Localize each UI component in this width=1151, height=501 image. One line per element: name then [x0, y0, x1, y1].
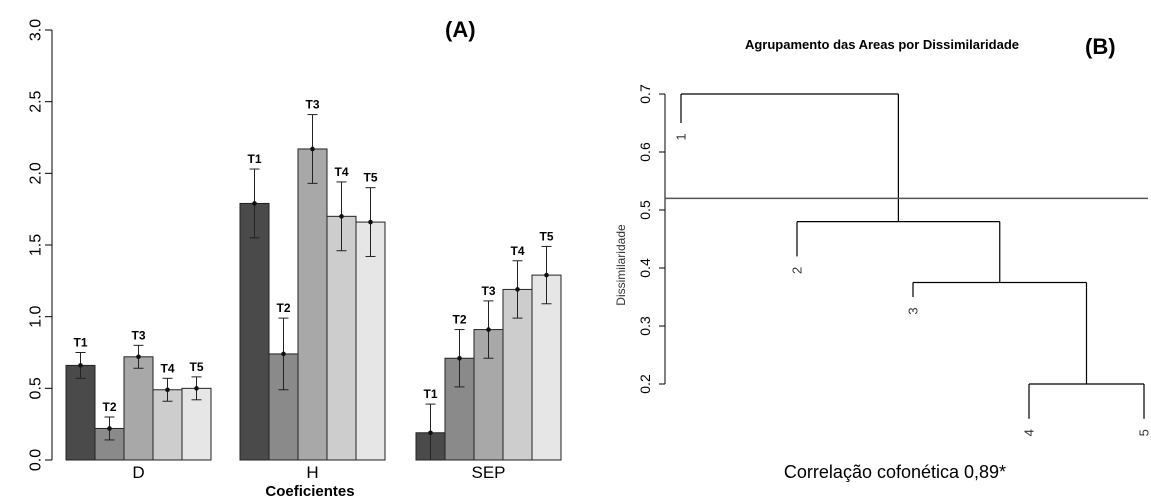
leaf-label: 4	[1022, 429, 1037, 436]
y-axis-label: Dissimilaridade	[614, 224, 628, 306]
dendrogram-title: Agrupamento das Areas por Dissimilaridad…	[745, 37, 1019, 52]
y-tick-label: 2.0	[28, 162, 45, 184]
mean-point	[368, 219, 373, 225]
bar	[531, 274, 562, 461]
category-label: SEP	[471, 463, 505, 482]
bar-label: T3	[305, 98, 319, 112]
y-tick-label: 3.0	[28, 19, 45, 41]
bar-label: T1	[73, 336, 87, 350]
bar	[65, 364, 96, 461]
panel-label-b: (B)	[1085, 34, 1116, 59]
bar	[123, 356, 154, 461]
y-tick-label: 0.7	[637, 84, 653, 104]
bar-label: T5	[189, 360, 203, 374]
mean-point	[281, 351, 286, 357]
dendrogram-panel: Agrupamento das Areas por Dissimilaridad…	[614, 34, 1151, 482]
category-label: H	[306, 463, 318, 482]
mean-point	[515, 287, 520, 292]
y-tick-label: 1.0	[28, 305, 45, 327]
bar-label: T5	[539, 229, 553, 243]
leaf-label: 1	[674, 133, 689, 140]
y-axis: 0.0 0.5 1.0 1.5 2.0 2.5 3.0	[28, 19, 53, 471]
y-tick-label: 0.5	[28, 377, 45, 399]
leaf-label: 5	[1137, 429, 1151, 436]
mean-point	[252, 201, 257, 206]
y-tick-label: 0.4	[637, 258, 653, 278]
bar-label: T1	[423, 387, 437, 401]
mean-point	[78, 363, 83, 368]
bar-label: T4	[334, 165, 348, 179]
mean-point	[136, 354, 141, 360]
bar	[355, 221, 386, 461]
bar-label: T3	[131, 328, 145, 342]
y-tick-label: 0.5	[637, 200, 653, 220]
leaf-label: 3	[906, 307, 921, 314]
bar-label: T2	[102, 400, 116, 414]
panel-label-a: (A)	[445, 17, 476, 42]
category-label: D	[132, 463, 144, 482]
bar-label: T1	[247, 152, 261, 166]
mean-point	[165, 387, 170, 393]
bar-label: T2	[276, 301, 290, 315]
mean-point	[428, 430, 433, 436]
y-tick-label: 2.5	[28, 90, 45, 112]
y-tick-label: 0.0	[28, 449, 45, 471]
mean-point	[486, 327, 491, 332]
x-axis-label: Coeficientes	[265, 483, 354, 500]
bar-label: T5	[363, 171, 377, 185]
mean-point	[457, 355, 462, 361]
bar-label: T2	[452, 313, 466, 327]
bar	[326, 215, 357, 461]
y-tick-label: 1.5	[28, 234, 45, 256]
y-tick-label: 0.2	[637, 374, 653, 394]
y-axis: 0.2 0.3 0.4 0.5 0.6 0.7	[637, 84, 666, 394]
bar-label: T4	[160, 361, 174, 375]
bar	[239, 202, 270, 461]
mean-point	[194, 386, 199, 391]
mean-point	[107, 426, 112, 431]
dendrogram-tree: 1 2 3 4 5	[665, 93, 1151, 436]
cophenetic-correlation-note: Correlação cofonética 0,89*	[784, 462, 1006, 482]
leaf-label: 2	[790, 267, 805, 274]
bar-label: T3	[481, 284, 495, 298]
mean-point	[544, 272, 549, 278]
bar	[297, 148, 328, 461]
y-tick-label: 0.6	[637, 142, 653, 162]
y-tick-label: 0.3	[637, 316, 653, 336]
bar-label: T4	[510, 244, 524, 258]
mean-point	[310, 146, 315, 152]
mean-point	[339, 214, 344, 219]
bars: T1 T2 T3 T4 T5 D T1 T2 T3 T4 T5 H T1 T2 T3 T4 T5 SEP	[65, 98, 562, 482]
